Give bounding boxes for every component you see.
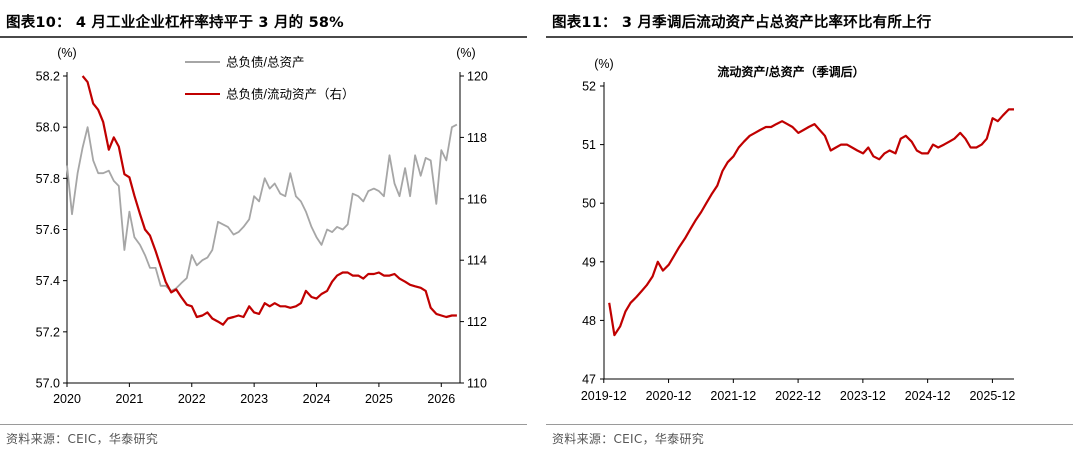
figure-11-panel: 图表11： 3 月季调后流动资产占总资产比率环比有所上行 47 48 49 50 51 5… [546, 0, 1073, 455]
source-note: 资料来源：CEIC，华泰研究 [6, 432, 159, 446]
legend-label-2: 总负债/流动资产（右） [226, 87, 354, 102]
y-tick-label: 52 [582, 80, 596, 94]
x-tick-label: 2026 [427, 392, 455, 406]
y-tick-label-left: 58.0 [36, 121, 60, 135]
source-note: 资料来源：CEIC，华泰研究 [552, 432, 705, 446]
y-tick-label: 48 [582, 314, 596, 328]
y-tick-label: 49 [582, 255, 596, 269]
source-rule [0, 424, 527, 425]
y-axis-unit-right: (%) [456, 46, 475, 60]
x-tick-label: 2023-12 [840, 389, 886, 403]
y-tick-label-left: 57.4 [36, 274, 60, 288]
legend-label-1: 总负债/总资产 [226, 56, 304, 70]
y-tick-label-right: 118 [467, 131, 487, 145]
leverage-line-chart: 57.0 57.2 57.4 57.6 57.8 58.0 58.2 110 112 114 116… [36, 46, 488, 406]
figure-10-panel: 图表10： 4 月工业企业杠杆率持平于 3 月的 58% 57.0 57.2 57.… [0, 0, 527, 455]
y-tick-label-right: 110 [467, 377, 487, 391]
x-tick-label: 2024-12 [905, 389, 951, 403]
y-tick-label-left: 57.6 [36, 223, 60, 237]
title-rule [546, 36, 1073, 38]
x-tick-label: 2024 [303, 392, 331, 406]
x-tick-label: 2020-12 [646, 389, 692, 403]
series-line-2 [81, 75, 457, 326]
x-tick-label: 2025-12 [969, 389, 1015, 403]
y-tick-label: 50 [582, 197, 596, 211]
y-tick-label-left: 57.8 [36, 172, 60, 186]
y-axis-unit: (%) [594, 57, 613, 71]
y-tick-label-left: 57.2 [36, 325, 60, 339]
title-rule [0, 36, 527, 38]
y-tick-label: 51 [582, 138, 596, 152]
x-tick-label: 2021 [115, 392, 143, 406]
current-assets-line-chart: 47 48 49 50 51 52 2019-12 2020-12 2021-12 2022-12… [581, 57, 1016, 403]
series-line-1 [608, 108, 1014, 337]
x-tick-label: 2023 [240, 392, 268, 406]
y-axis-unit-left: (%) [57, 46, 76, 60]
chart-title: 流动资产/总资产（季调后） [717, 64, 864, 79]
y-tick-label-right: 120 [467, 70, 488, 84]
source-rule [546, 424, 1073, 425]
y-tick-label: 47 [582, 373, 596, 387]
x-tick-label: 2022 [178, 392, 206, 406]
x-tick-label: 2022-12 [775, 389, 821, 403]
series-line-1 [66, 123, 458, 292]
y-tick-label-right: 112 [467, 315, 487, 329]
x-tick-label: 2019-12 [581, 389, 627, 403]
y-tick-label-right: 114 [467, 254, 487, 268]
y-tick-label-right: 116 [467, 192, 487, 206]
x-tick-label: 2021-12 [710, 389, 756, 403]
figure-title: 图表11： 3 月季调后流动资产占总资产比率环比有所上行 [552, 15, 932, 31]
x-tick-label: 2025 [365, 392, 393, 406]
figure-title: 图表10： 4 月工业企业杠杆率持平于 3 月的 58% [6, 15, 344, 31]
y-tick-label-left: 58.2 [36, 70, 60, 84]
y-tick-label-left: 57.0 [36, 377, 60, 391]
x-tick-label: 2020 [53, 392, 81, 406]
